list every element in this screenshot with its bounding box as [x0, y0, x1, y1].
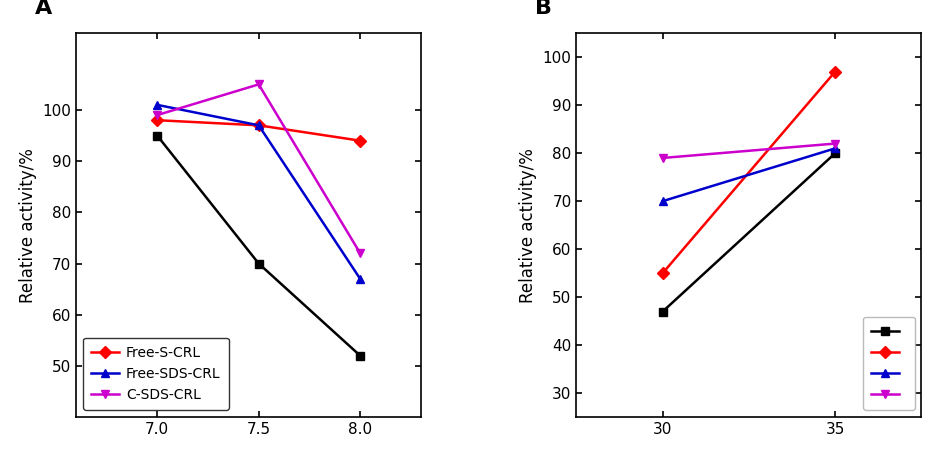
- Line: Fe3O4-SDS-CRL: Fe3O4-SDS-CRL: [153, 100, 365, 283]
- CS-Fe3O4-SDS-CRL: [657, 155, 669, 161]
- Text: B: B: [535, 0, 552, 18]
- Line: SDS-CRL: SDS-CRL: [153, 116, 365, 145]
- Free CRL: [657, 309, 669, 314]
- CS-Fe3O4-SDS-CRL: [151, 112, 162, 118]
- CS-Fe3O4-SDS-CRL: [829, 141, 841, 146]
- Line: CS-Fe3O4-SDS-CRL: CS-Fe3O4-SDS-CRL: [658, 139, 840, 162]
- Y-axis label: Relative activity/%: Relative activity/%: [19, 148, 37, 302]
- Y-axis label: Relative activity/%: Relative activity/%: [519, 148, 537, 302]
- Line: Fe3O4-SDS-CRL: Fe3O4-SDS-CRL: [658, 144, 840, 205]
- Line: SDS-CRL: SDS-CRL: [658, 67, 840, 277]
- Text: A: A: [34, 0, 52, 18]
- Fe3O4-SDS-CRL: [354, 276, 366, 282]
- SDS-CRL: [354, 138, 366, 144]
- Free CRL: [829, 150, 841, 156]
- SDS-CRL: [151, 118, 162, 123]
- CS-Fe3O4-SDS-CRL: [354, 250, 366, 256]
- Free CRL: [253, 261, 264, 266]
- Legend: , , , : , , ,: [864, 317, 915, 410]
- SDS-CRL: [253, 122, 264, 128]
- Line: Free CRL: Free CRL: [658, 149, 840, 316]
- Legend: Free-S-CRL, Free-SDS-CRL, C-SDS-CRL: Free-S-CRL, Free-SDS-CRL, C-SDS-CRL: [83, 337, 229, 410]
- Fe3O4-SDS-CRL: [151, 102, 162, 108]
- Fe3O4-SDS-CRL: [253, 122, 264, 128]
- Free CRL: [354, 353, 366, 358]
- Line: Free CRL: Free CRL: [153, 131, 365, 360]
- SDS-CRL: [829, 69, 841, 74]
- Line: CS-Fe3O4-SDS-CRL: CS-Fe3O4-SDS-CRL: [153, 80, 365, 257]
- Fe3O4-SDS-CRL: [829, 146, 841, 151]
- SDS-CRL: [657, 270, 669, 276]
- Free CRL: [151, 133, 162, 138]
- CS-Fe3O4-SDS-CRL: [253, 82, 264, 87]
- Fe3O4-SDS-CRL: [657, 198, 669, 204]
